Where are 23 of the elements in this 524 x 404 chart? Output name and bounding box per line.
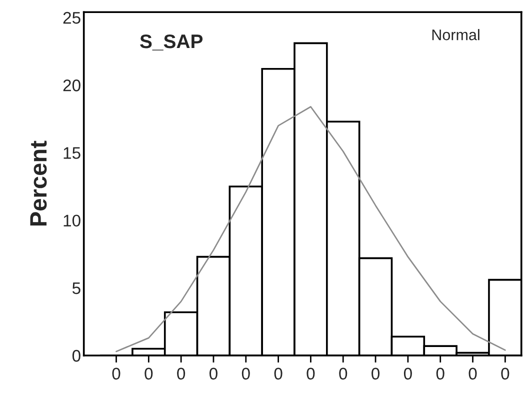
x-tick-label: 0 [274,368,282,380]
line-series [116,106,506,352]
x-tick-label: 0 [112,368,120,380]
x-tick-label: 0 [242,368,250,380]
x-tick-label: 0 [404,368,412,380]
y-tick-label: 25 [63,12,80,24]
y-axis-title: Percent [30,140,47,226]
x-tick-label: 0 [144,368,153,380]
x-tick-label: 0 [372,368,380,380]
x-tick-label: 0 [436,368,444,380]
x-tick-label: 0 [339,368,348,380]
y-tick-label: 5 [72,282,80,294]
y-tick-label: 10 [64,214,80,227]
x-tick-label: 0 [177,368,186,380]
y-tick-label: 15 [64,147,80,159]
x-tick-label: 0 [468,368,477,380]
text: S_SAP [140,34,203,50]
annotation: Normal [432,29,480,40]
y-tick-label: 20 [63,80,80,92]
x-tick-label: 0 [306,368,315,380]
x-tick-label: 0 [501,368,510,380]
y-tick-label: 0 [72,350,80,362]
x-tick-label: 0 [210,368,218,380]
